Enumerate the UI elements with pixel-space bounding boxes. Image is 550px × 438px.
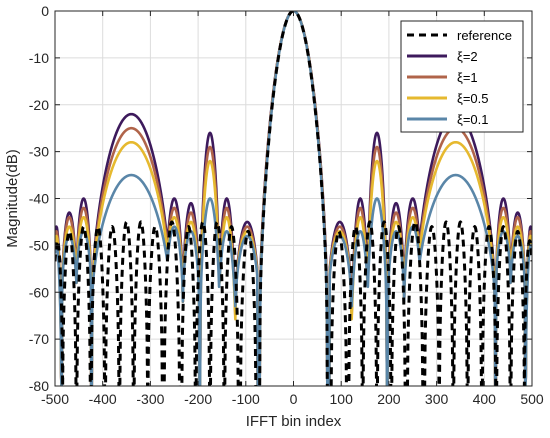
series-line bbox=[55, 11, 532, 386]
y-tick-label: -80 bbox=[29, 378, 49, 394]
x-tick-label: 0 bbox=[290, 391, 298, 407]
y-axis-label: Magnitude(dB) bbox=[4, 149, 21, 247]
x-tick-label: -500 bbox=[41, 391, 69, 407]
x-tick-label: -100 bbox=[232, 391, 260, 407]
y-tick-label: -50 bbox=[29, 237, 49, 253]
legend: reference ξ=2 ξ=1 ξ=0.5 ξ=0.1 bbox=[400, 20, 524, 133]
x-tick-label: 300 bbox=[425, 391, 449, 407]
y-tick-label: -70 bbox=[29, 331, 49, 347]
x-tick-label: -200 bbox=[184, 391, 212, 407]
legend-label: ξ=1 bbox=[457, 70, 478, 85]
x-tick-label: -300 bbox=[136, 391, 164, 407]
legend-label: ξ=0.1 bbox=[457, 112, 488, 127]
x-tick-label: -400 bbox=[89, 391, 117, 407]
axis-ticks: -500 -400 -300 -200 -100 0 100 200 300 400 500 0 -10… bbox=[29, 3, 544, 407]
y-tick-label: -10 bbox=[29, 50, 49, 66]
y-tick-label: 0 bbox=[41, 3, 49, 19]
legend-label: reference bbox=[457, 28, 512, 43]
y-tick-label: -20 bbox=[29, 97, 49, 113]
x-tick-label: 400 bbox=[473, 391, 497, 407]
x-tick-label: 200 bbox=[377, 391, 401, 407]
y-tick-label: -30 bbox=[29, 144, 49, 160]
x-tick-label: 500 bbox=[520, 391, 544, 407]
series-line bbox=[55, 11, 532, 386]
series-line bbox=[55, 11, 532, 386]
legend-label: ξ=0.5 bbox=[457, 91, 488, 106]
y-tick-label: -40 bbox=[29, 191, 49, 207]
legend-label: ξ=2 bbox=[457, 49, 478, 64]
x-tick-label: 100 bbox=[330, 391, 354, 407]
x-axis-label: IFFT bin index bbox=[246, 413, 342, 430]
y-tick-label: -60 bbox=[29, 284, 49, 300]
